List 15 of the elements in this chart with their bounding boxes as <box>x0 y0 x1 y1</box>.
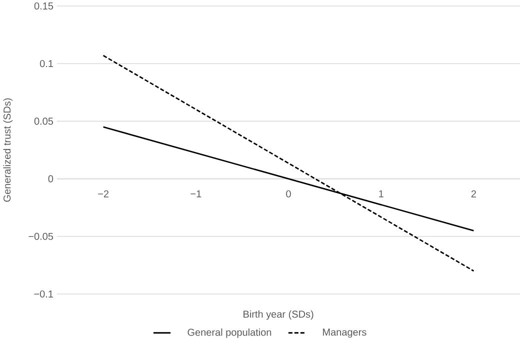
y-tick-label: 0 <box>48 175 54 182</box>
legend-label: Managers <box>323 328 366 338</box>
y-axis-title: Generalized trust (SDs) <box>3 98 13 202</box>
y-tick-label: −0.05 <box>28 232 54 240</box>
y-tick-label: 0.1 <box>40 60 53 68</box>
x-tick-label: −2 <box>98 190 109 198</box>
x-axis-title: Birth year (SDs) <box>244 310 314 320</box>
x-tick-label: −1 <box>190 190 202 198</box>
y-tick-label: 0.15 <box>34 2 54 10</box>
x-tick-label: 1 <box>379 190 384 198</box>
y-tick-label: 0.05 <box>34 118 54 125</box>
x-tick-label: 2 <box>471 190 476 198</box>
y-tick-label: −0.1 <box>34 290 53 298</box>
legend-label: General population <box>188 328 272 338</box>
x-tick-label: 0 <box>286 190 291 198</box>
